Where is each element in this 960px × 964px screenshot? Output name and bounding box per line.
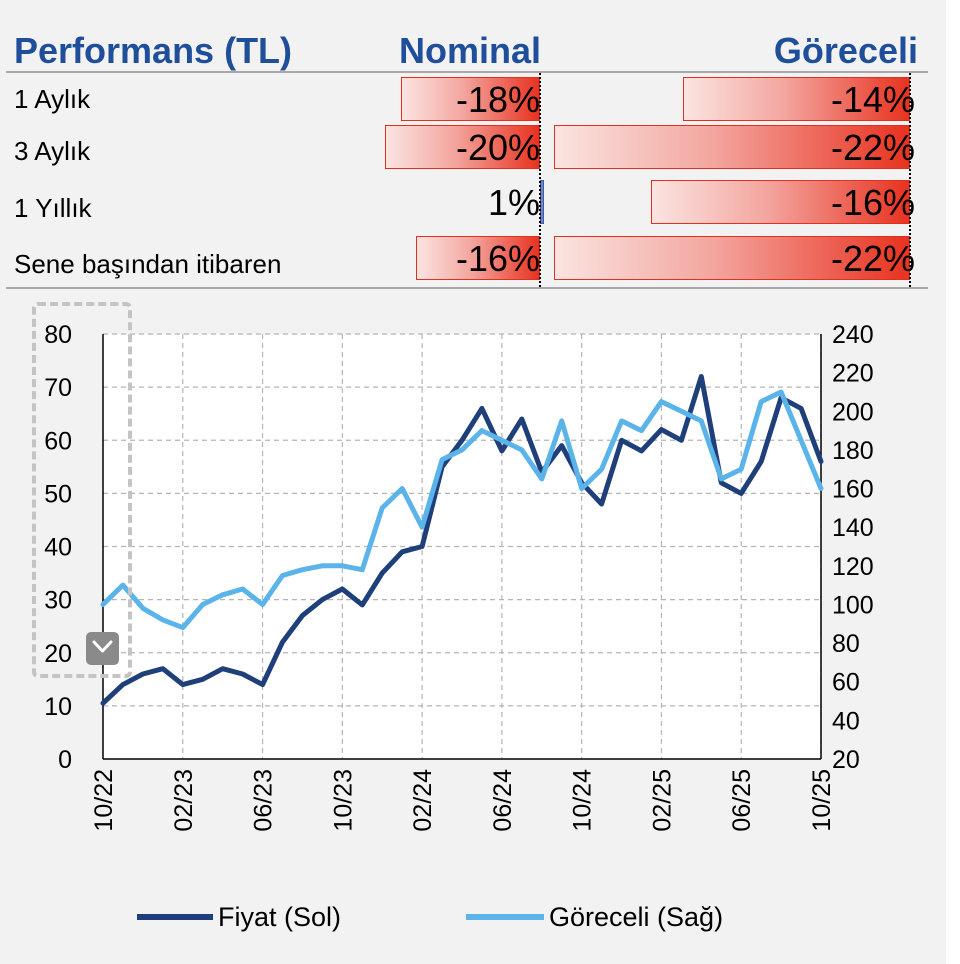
legend-label-relative: Göreceli (Sağ) [549,902,724,932]
x-tick-label: 10/22 [90,769,118,832]
y-right-tick-label: 80 [832,630,860,658]
y-right-tick-label: 160 [832,476,874,504]
y-right-tick-label: 180 [832,437,874,465]
y-right-tick-label: 120 [832,553,874,581]
nominal-value: -20% [455,127,540,168]
relative-bar [650,180,910,224]
legend-swatch-relative [466,914,544,920]
relative-series-line [100,389,824,631]
nominal-value: 1% [487,182,540,223]
y-right-tick-label: 220 [832,360,874,388]
row-label: 3 Aylık [14,136,91,166]
expand-button[interactable] [86,632,119,665]
x-tick-label: 10/24 [569,769,597,832]
y-right-tick-label: 240 [832,321,874,349]
y-right-tick-label: 60 [832,669,860,697]
relative-value: -22% [830,238,915,279]
relative-zero-line [909,73,911,287]
relative-value: -14% [830,79,915,120]
y-left-tick-label: 40 [44,534,72,562]
legend-label-price: Fiyat (Sol) [218,902,342,932]
legend-swatch-price [137,914,213,920]
nominal-bar [416,236,540,280]
relative-value: -22% [830,127,915,168]
relative-bar [553,125,910,169]
chevron-down-icon [92,640,113,653]
nominal-zero-line [539,73,541,287]
x-tick-label: 02/24 [409,769,437,832]
x-tick-label: 06/23 [250,769,278,832]
table-title: Performans (TL) [14,30,293,71]
nominal-header: Nominal [398,30,541,71]
y-right-tick-label: 100 [832,591,874,619]
nominal-bar [385,125,540,169]
y-left-tick-label: 10 [44,693,72,721]
price-series-line [100,374,824,706]
row-label: 1 Aylık [14,84,91,114]
y-right-tick-label: 140 [832,514,874,542]
x-tick-label: 10/25 [808,769,836,832]
y-right-tick-label: 40 [832,707,860,735]
nominal-bar [400,77,540,121]
y-left-tick-label: 20 [44,640,72,668]
relative-value: -16% [830,182,915,223]
table-bottom-rule [6,287,928,289]
y-right-tick-label: 20 [832,746,860,774]
x-tick-label: 06/24 [489,769,517,832]
header-rule [6,71,928,73]
y-left-tick-label: 60 [44,427,72,455]
y-left-tick-label: 70 [44,374,72,402]
selection-box[interactable] [32,302,132,678]
plot-area [103,334,821,759]
y-right-tick-label: 200 [832,398,874,426]
nominal-value: -18% [455,79,540,120]
relative-bar [683,77,910,121]
relative-header: Göreceli [773,30,918,71]
row-label: 1 Yıllık [14,193,92,223]
y-left-tick-label: 50 [44,480,72,508]
y-left-tick-label: 30 [44,587,72,615]
x-tick-label: 10/23 [329,769,357,832]
y-left-tick-label: 0 [58,746,72,774]
x-tick-label: 02/23 [170,769,198,832]
row-label: Sene başından itibaren [14,249,282,279]
y-left-tick-label: 80 [44,321,72,349]
x-tick-label: 06/25 [728,769,756,832]
nominal-value: -16% [455,238,540,279]
relative-bar [553,236,910,280]
x-tick-label: 02/25 [648,769,676,832]
